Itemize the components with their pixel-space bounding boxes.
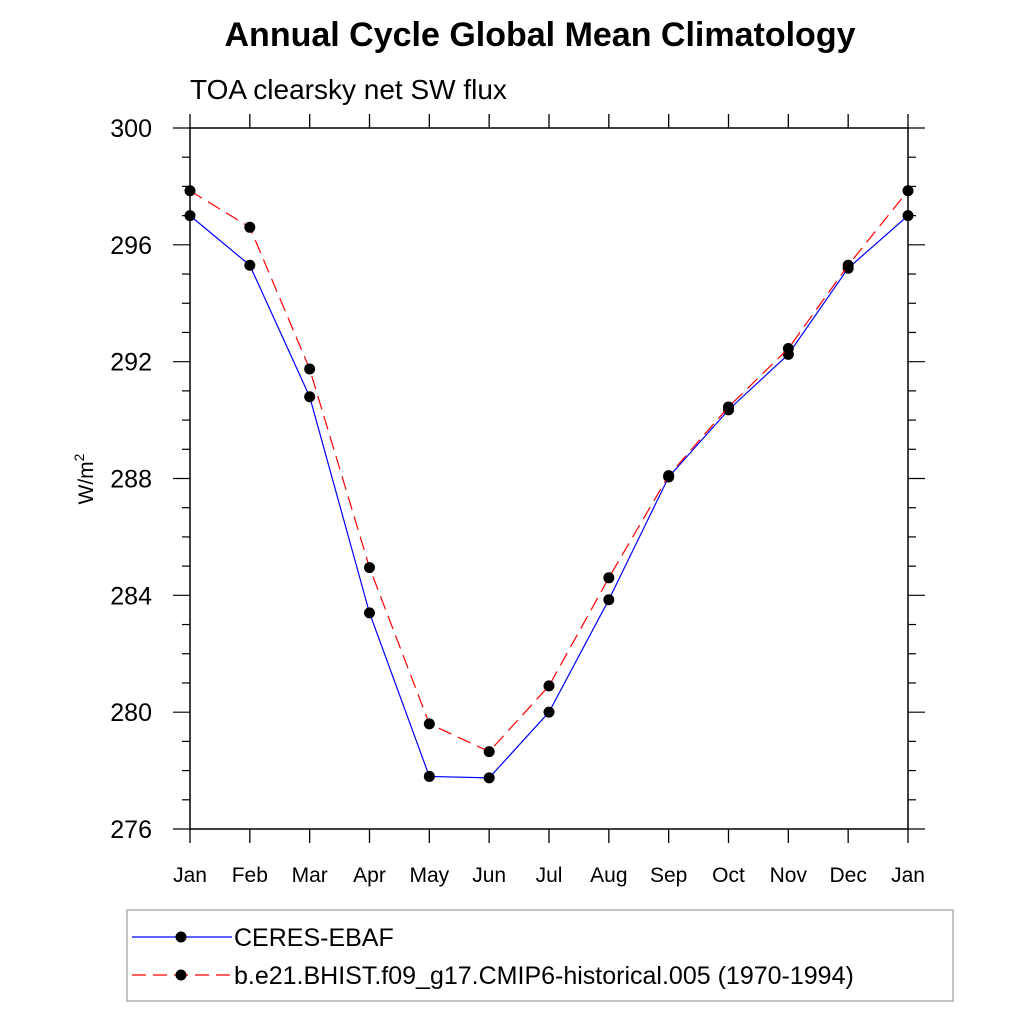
chart-subtitle: TOA clearsky net SW flux (190, 74, 507, 105)
y-axis-label-unit: W/m (75, 461, 98, 504)
x-tick-label: Jun (472, 864, 506, 887)
x-tick-label: Nov (770, 864, 808, 887)
data-point-s0 (364, 607, 375, 619)
x-tick-label: Jan (891, 864, 925, 887)
plot-frame (189, 127, 909, 830)
y-tick-label: 300 (110, 115, 152, 143)
data-point-s1 (723, 401, 734, 413)
x-tick-label: May (409, 864, 449, 887)
data-point-s0 (304, 391, 316, 403)
series-line-0 (189, 215, 909, 779)
legend-label-0: CERES-EBAF (234, 924, 394, 952)
x-tick-label: Dec (829, 864, 866, 887)
x-tick-label: Feb (232, 864, 268, 887)
data-point-s0 (483, 772, 495, 784)
data-point-s1 (244, 221, 256, 233)
data-point-s0 (902, 210, 914, 222)
y-tick-label: 288 (110, 466, 152, 494)
y-tick-label: 284 (110, 582, 152, 610)
data-point-s1 (902, 185, 914, 197)
x-tick-label: Aug (590, 864, 627, 887)
data-point-s0 (543, 706, 555, 718)
y-tick-label: 296 (110, 232, 152, 260)
y-axis-label-superscript: 2 (71, 453, 87, 461)
x-tick-label: Sep (650, 864, 687, 887)
y-tick-label: 292 (110, 349, 152, 377)
chart-title: Annual Cycle Global Mean Climatology (225, 16, 856, 54)
x-tick-label: Jul (536, 864, 563, 887)
data-point-s0 (423, 770, 435, 782)
y-tick-label: 276 (110, 816, 152, 844)
data-point-s0 (603, 594, 615, 606)
data-point-s1 (842, 259, 854, 271)
data-point-s1 (364, 562, 375, 574)
data-point-s1 (543, 680, 555, 692)
data-point-s0 (184, 210, 196, 222)
data-point-s0 (244, 259, 256, 271)
legend-marker-0 (175, 931, 187, 943)
legend-box (126, 909, 954, 1002)
x-tick-label: Oct (712, 864, 745, 887)
data-point-s1 (483, 746, 495, 758)
data-point-s1 (304, 363, 316, 375)
legend-marker-1 (175, 969, 187, 981)
y-axis-label: W/m2 (71, 453, 98, 504)
x-tick-label: Mar (292, 864, 328, 887)
data-point-s1 (782, 343, 794, 355)
x-tick-label: Jan (173, 864, 207, 887)
data-point-s1 (603, 572, 615, 584)
data-point-s1 (184, 185, 196, 197)
x-tick-label: Apr (353, 864, 386, 887)
data-point-s1 (423, 718, 435, 730)
legend-label-1: b.e21.BHIST.f09_g17.CMIP6-historical.005… (234, 962, 854, 990)
y-tick-label: 280 (110, 699, 152, 727)
series-line-1 (189, 190, 909, 753)
data-point-s1 (663, 470, 675, 482)
